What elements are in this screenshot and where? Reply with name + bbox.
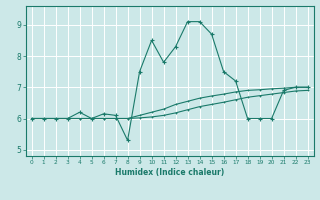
X-axis label: Humidex (Indice chaleur): Humidex (Indice chaleur) — [115, 168, 224, 177]
